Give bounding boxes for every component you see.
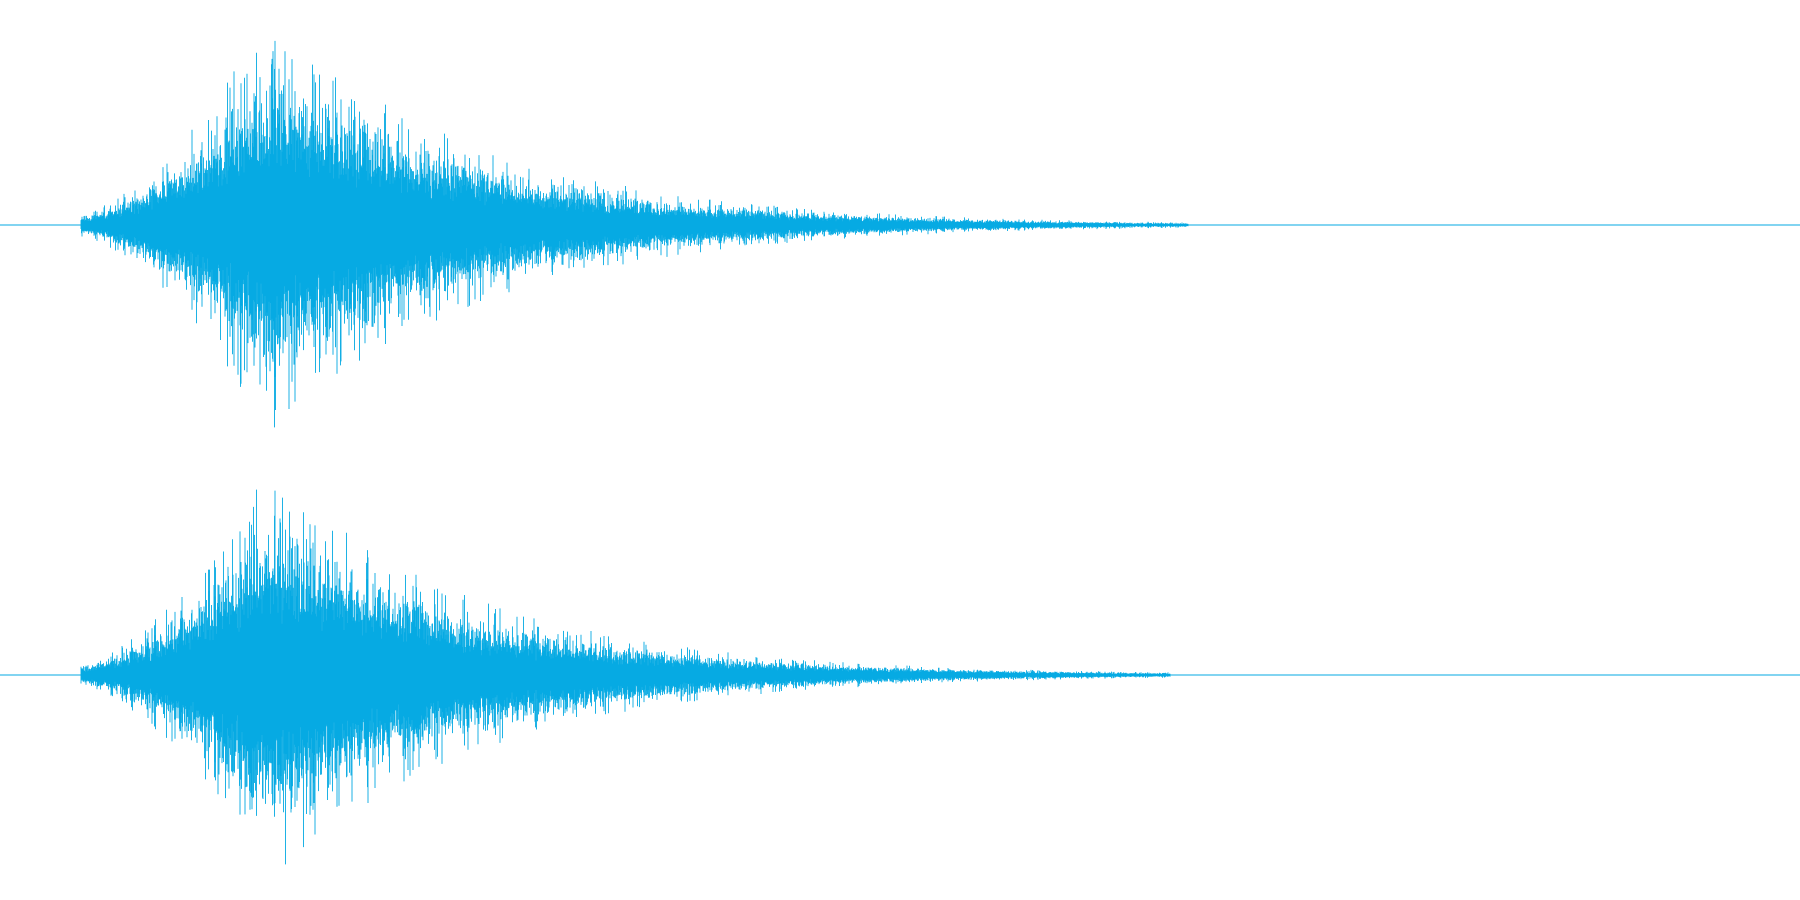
channel-2-waveform[interactable] [0,489,1800,865]
waveform-samples [80,40,1189,428]
channel-1-waveform[interactable] [0,40,1800,428]
waveform-samples [80,489,1171,865]
